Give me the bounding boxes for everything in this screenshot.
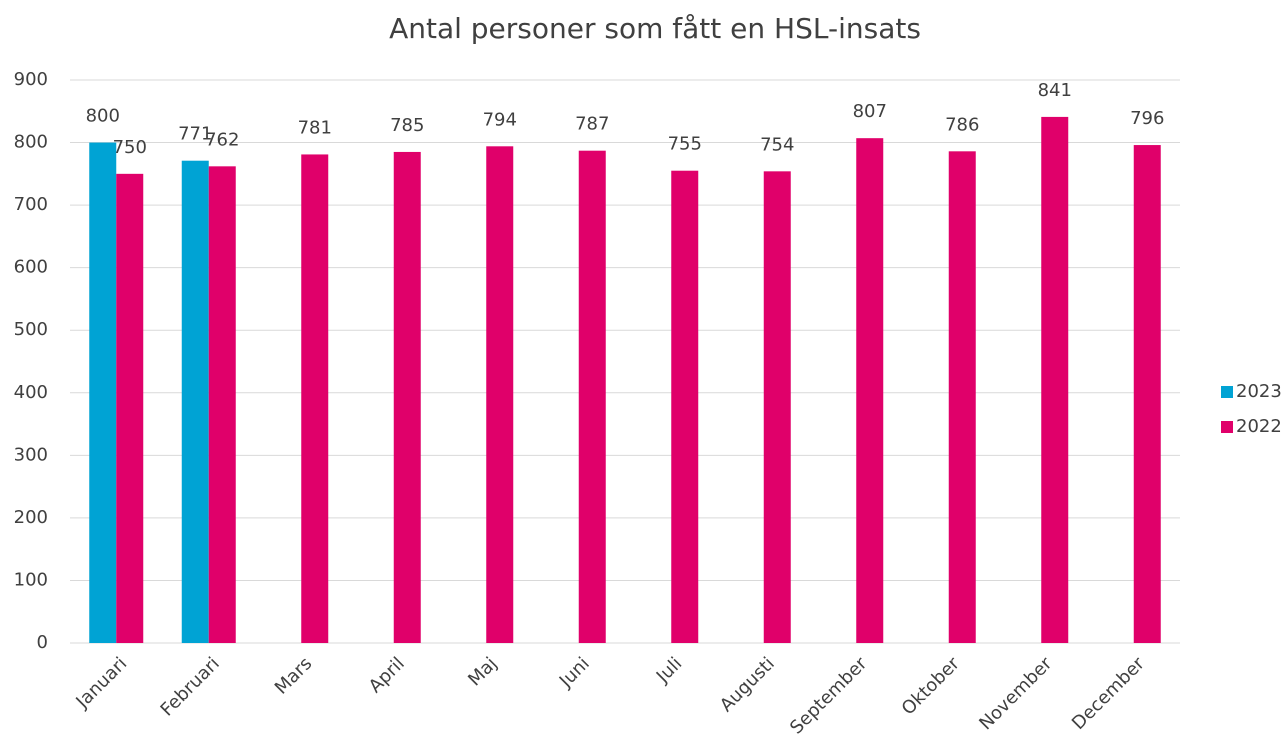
bar bbox=[763, 171, 791, 643]
x-tick-label: December bbox=[1068, 653, 1149, 734]
data-label: 750 bbox=[113, 137, 147, 158]
data-label: 807 bbox=[853, 101, 887, 122]
data-label: 787 bbox=[575, 114, 609, 135]
y-tick-label: 100 bbox=[14, 569, 48, 590]
legend-swatch bbox=[1221, 421, 1233, 433]
bar bbox=[486, 146, 514, 643]
y-tick-label: 800 bbox=[14, 132, 48, 153]
bar bbox=[89, 142, 117, 644]
bar bbox=[181, 160, 209, 644]
bar bbox=[671, 170, 699, 643]
bar bbox=[301, 154, 329, 644]
x-tick-label: April bbox=[365, 653, 409, 697]
legend-label: 2022 bbox=[1236, 416, 1282, 437]
data-label: 794 bbox=[483, 109, 517, 130]
y-tick-label: 200 bbox=[14, 507, 48, 528]
y-tick-label: 500 bbox=[14, 319, 48, 340]
y-tick-label: 300 bbox=[14, 444, 48, 465]
bar bbox=[1041, 116, 1069, 643]
y-tick-label: 600 bbox=[14, 257, 48, 278]
bar bbox=[393, 151, 421, 643]
x-tick-label: Februari bbox=[157, 653, 224, 720]
legend-label: 2023 bbox=[1236, 381, 1282, 402]
x-tick-label: Juli bbox=[652, 653, 686, 687]
data-label: 800 bbox=[86, 106, 120, 127]
data-label: 762 bbox=[205, 129, 239, 150]
x-tick-label: Oktober bbox=[898, 653, 965, 720]
y-tick-label: 900 bbox=[14, 69, 48, 90]
data-label: 796 bbox=[1130, 108, 1164, 129]
data-label: 841 bbox=[1038, 80, 1072, 101]
bar bbox=[948, 151, 976, 643]
x-tick-label: November bbox=[975, 653, 1056, 734]
x-tick-label: September bbox=[786, 653, 872, 739]
x-tick-label: Januari bbox=[72, 653, 132, 713]
data-label: 771 bbox=[178, 124, 212, 145]
data-label: 786 bbox=[945, 114, 979, 135]
chart-title: Antal personer som fått en HSL-insats bbox=[389, 12, 921, 45]
bar bbox=[578, 150, 606, 643]
data-label: 754 bbox=[760, 134, 794, 155]
x-tick-label: Mars bbox=[271, 653, 316, 698]
x-tick-label: Maj bbox=[464, 653, 501, 690]
bar bbox=[1133, 145, 1161, 643]
bar bbox=[856, 138, 884, 643]
data-label: 755 bbox=[668, 134, 702, 155]
data-label: 781 bbox=[298, 117, 332, 138]
y-tick-label: 700 bbox=[14, 194, 48, 215]
x-tick-label: Augusti bbox=[716, 653, 779, 716]
x-tick-label: Juni bbox=[555, 653, 594, 692]
y-tick-label: 400 bbox=[14, 382, 48, 403]
legend-swatch bbox=[1221, 386, 1233, 398]
data-label: 785 bbox=[390, 115, 424, 136]
bar bbox=[208, 166, 236, 643]
y-tick-label: 0 bbox=[37, 632, 48, 653]
bar bbox=[116, 173, 144, 644]
